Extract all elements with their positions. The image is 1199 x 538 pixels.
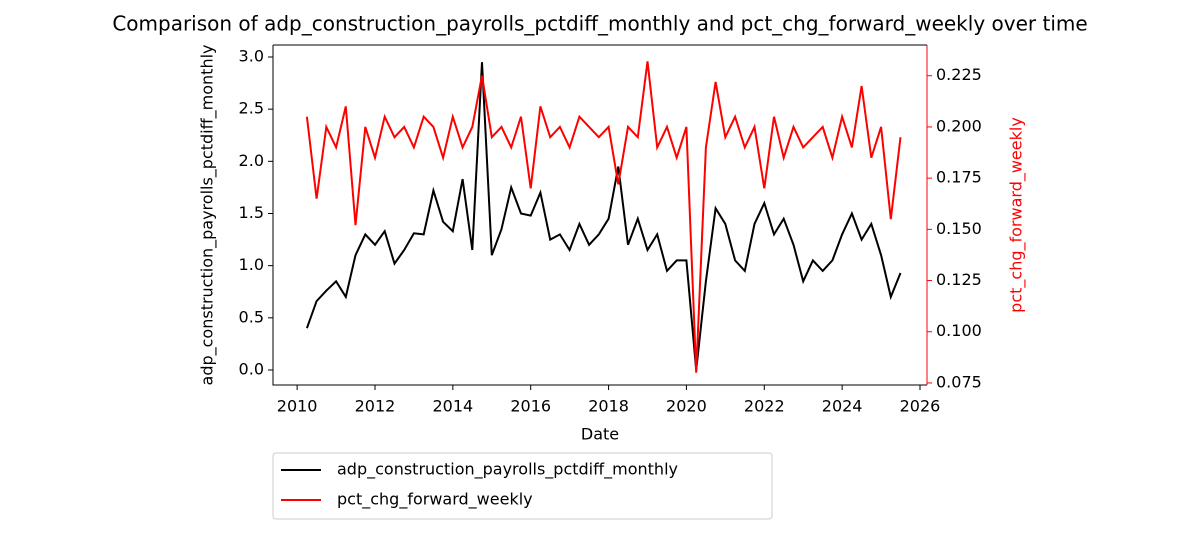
y-tick-label: 3.0 — [239, 46, 264, 65]
x-axis-label: Date — [581, 425, 619, 444]
y2-axis-label: pct_chg_forward_weekly — [1007, 117, 1027, 313]
y-tick-label: 2.0 — [239, 151, 264, 170]
x-tick-label: 2026 — [900, 397, 941, 416]
legend-label: pct_chg_forward_weekly — [337, 490, 533, 510]
y2-tick-label: 0.150 — [936, 219, 982, 238]
y2-tick-label: 0.200 — [936, 116, 982, 135]
y-tick-label: 2.5 — [239, 99, 264, 118]
legend — [272, 452, 773, 520]
axes-frame — [272, 45, 927, 386]
y2-tick-label: 0.125 — [936, 270, 982, 289]
y-tick-label: 1.0 — [239, 255, 264, 274]
y-axis-label: adp_construction_payrolls_pctdiff_monthl… — [198, 45, 218, 386]
y2-tick-label: 0.075 — [936, 372, 982, 391]
x-tick-label: 2016 — [510, 397, 551, 416]
x-tick-label: 2024 — [822, 397, 863, 416]
series-line — [305, 62, 902, 371]
x-tick-label: 2010 — [277, 397, 318, 416]
y2-tick-label: 0.100 — [936, 321, 982, 340]
x-tick-label: 2020 — [666, 397, 707, 416]
y-tick-label: 1.5 — [239, 203, 264, 222]
x-tick-label: 2014 — [432, 397, 473, 416]
y2-tick-label: 0.175 — [936, 168, 982, 187]
x-tick-label: 2022 — [744, 397, 785, 416]
legend-label: adp_construction_payrolls_pctdiff_monthl… — [337, 460, 678, 480]
chart-title: Comparison of adp_construction_payrolls_… — [112, 12, 1087, 36]
y-tick-label: 0.5 — [239, 307, 264, 326]
x-tick-label: 2012 — [355, 397, 396, 416]
y-tick-label: 0.0 — [239, 359, 264, 378]
series-line — [305, 61, 902, 373]
x-tick-label: 2018 — [588, 397, 629, 416]
y2-tick-label: 0.225 — [936, 65, 982, 84]
